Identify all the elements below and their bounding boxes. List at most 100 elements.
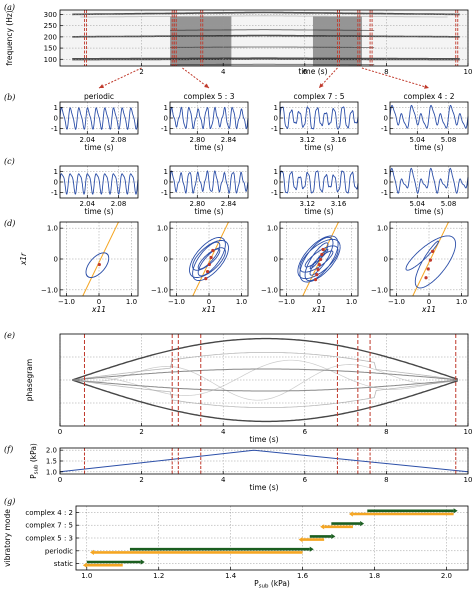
panel-arrow	[98, 67, 142, 89]
waveform-ytick-label: 1	[54, 104, 58, 112]
portrait-ytick-label: 1.0	[267, 225, 278, 233]
spectrogram-background	[60, 10, 468, 66]
portrait-xlabel: x11	[311, 305, 326, 314]
portrait-xlabel: x11	[91, 305, 106, 314]
panel-g-xtick-label: 1.8	[369, 572, 380, 580]
phasegram-trace	[72, 352, 458, 381]
panel-arrow	[318, 67, 338, 89]
waveform-ytick-label: 0	[54, 115, 58, 123]
poincare-point	[207, 262, 211, 267]
portrait-ytick-label: 0	[384, 256, 388, 264]
panel-a-ytick-label: 150	[44, 45, 57, 53]
portrait-xtick-label: −1.0	[168, 298, 185, 306]
panel-f-xtick-label: 2	[139, 476, 143, 484]
waveform-line	[389, 104, 469, 129]
waveform-line	[59, 173, 139, 195]
waveform-ytick-label: 0	[384, 115, 388, 123]
panel-f-xtick-label: 6	[303, 476, 308, 484]
waveform-ytick-label: 0	[384, 179, 388, 187]
poincare-point	[211, 248, 215, 253]
portrait-xtick-label: 1.0	[126, 298, 137, 306]
poincare-point	[321, 247, 325, 252]
poincare-point	[209, 255, 213, 260]
waveform-title: complex 4 : 2	[403, 92, 454, 101]
waveform-ytick-label: 1	[274, 168, 278, 176]
panel-f-xlabel: time (s)	[249, 483, 278, 492]
waveform-ytick-label: -1	[271, 189, 278, 197]
panel-g-xtick-label: 2.0	[441, 572, 452, 580]
panel-a-xtick-label: 6	[303, 68, 308, 76]
panel-e-xlabel: time (s)	[249, 435, 278, 444]
waveform-xtick-label: 5.08	[441, 200, 457, 208]
panel-a-ytick-label: 200	[44, 33, 57, 41]
waveform-xtick-label: 2.04	[80, 200, 96, 208]
panel-e-frame	[59, 333, 469, 427]
poincare-point	[97, 262, 101, 267]
phase-portrait-line	[189, 237, 229, 281]
panel-f-xtick-label: 4	[221, 476, 226, 484]
panel-f-xtick-label: 8	[384, 476, 388, 484]
waveform-xtick-label: 3.16	[331, 200, 347, 208]
panel-c-label: (c)	[4, 157, 15, 166]
panel-a-ytick-label: 250	[44, 22, 57, 30]
portrait-xtick-label: −1.0	[58, 298, 75, 306]
panel-a-xtick-label: 2	[139, 68, 143, 76]
mode-arrow-head	[309, 546, 314, 552]
portrait-xtick-label: 1.0	[456, 298, 467, 306]
waveform-xtick-label: 5.04	[410, 136, 426, 144]
psub-p: P	[29, 474, 38, 479]
mode-arrow-head	[453, 508, 458, 514]
panel-g-xtick-label: 1.2	[153, 572, 164, 580]
panel-a-frame	[59, 9, 469, 67]
waveform-ytick-label: 1	[54, 168, 58, 176]
waveform-xtick-label: 3.12	[300, 200, 316, 208]
waveform-line	[279, 170, 359, 194]
mode-arrow-head	[140, 559, 145, 565]
phasegram-trace	[72, 368, 458, 381]
panel-f-label: (f)	[4, 445, 13, 454]
panel-arrow	[361, 67, 430, 89]
portrait-ytick-label: 0	[274, 256, 278, 264]
portrait-xtick-label: 1.0	[346, 298, 357, 306]
phasegram-trace	[72, 364, 458, 401]
mode-category-label: static	[54, 560, 73, 568]
waveform-xtick-label: 2.08	[111, 200, 127, 208]
panel-a-xtick-label: 4	[221, 68, 226, 76]
mode-arrow-head	[348, 511, 353, 517]
poincare-point	[317, 262, 321, 267]
waveform-ytick-label: 0	[164, 115, 168, 123]
poincare-point	[424, 276, 428, 280]
psub-unit: (kPa)	[269, 579, 290, 588]
portrait-xtick-label: 0	[317, 298, 321, 306]
waveform-ytick-label: 1	[274, 104, 278, 112]
mode-category-label: periodic	[45, 547, 73, 555]
waveform-xlabel: time (s)	[304, 207, 333, 216]
waveform-xtick-label: 3.12	[300, 136, 316, 144]
waveform-xtick-label: 2.84	[221, 136, 237, 144]
phase-portrait-line	[405, 235, 457, 289]
phasegram-trace	[71, 337, 459, 381]
waveform-ytick-label: 1	[384, 104, 388, 112]
portrait-xtick-label: 0	[427, 298, 431, 306]
panel-b-label: (b)	[4, 93, 15, 102]
panel-a-label: (a)	[4, 3, 15, 12]
panel-a-ytick-label: 100	[44, 56, 57, 64]
panel-d-label: (d)	[4, 219, 15, 228]
poincare-section-line	[82, 221, 119, 297]
waveform-title: periodic	[84, 92, 114, 101]
panel-g-ylabel: vibratory mode	[3, 509, 12, 567]
poincare-point	[320, 252, 324, 257]
panel-f-ylabel: Psub (kPa)	[29, 443, 40, 479]
poincare-point	[315, 272, 319, 277]
waveform-xlabel: time (s)	[194, 207, 223, 216]
poincare-point	[316, 267, 320, 272]
portrait-ytick-label: −1.0	[151, 286, 168, 294]
waveform-ytick-label: 1	[384, 168, 388, 176]
mode-arrow-head	[298, 537, 303, 543]
phasegram-trace	[72, 359, 458, 396]
panel-arrow	[182, 67, 210, 89]
waveform-ytick-label: -1	[161, 125, 168, 133]
portrait-xtick-label: −1.0	[278, 298, 295, 306]
mode-arrow-head	[82, 562, 87, 568]
